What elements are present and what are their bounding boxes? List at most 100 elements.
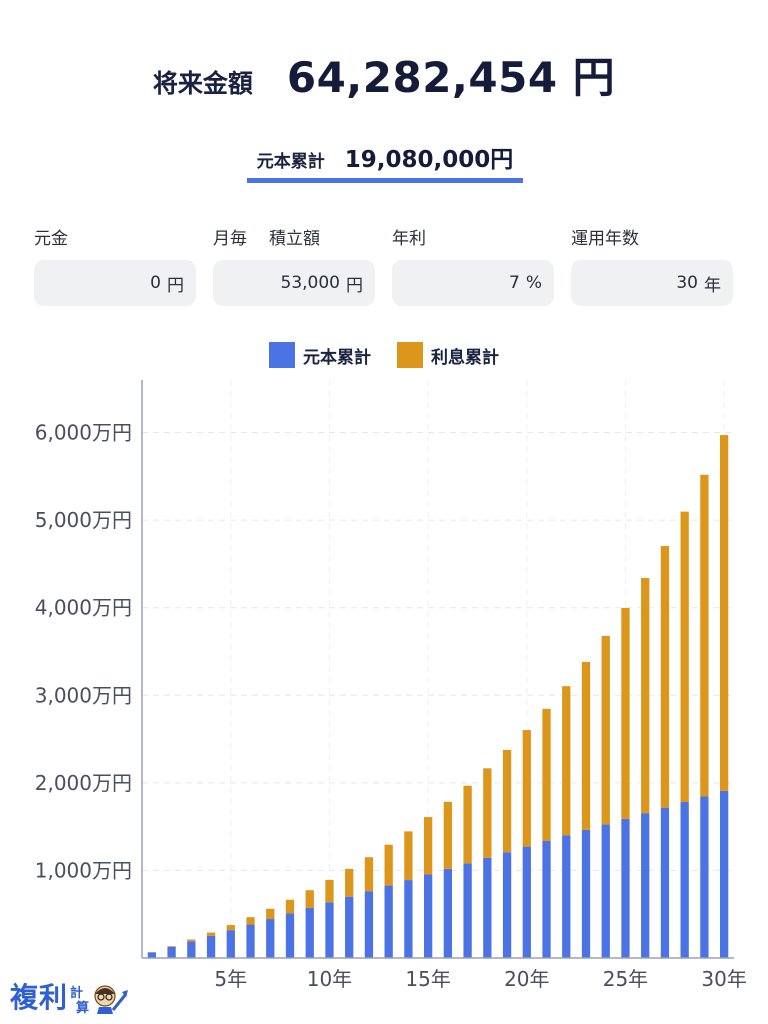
bar-principal xyxy=(167,946,176,958)
bar-principal xyxy=(423,874,433,958)
bar-principal xyxy=(700,796,709,958)
legend-item-principal[interactable]: 元本累計 xyxy=(269,342,371,368)
bar-principal xyxy=(246,924,255,958)
chart-legend: 元本累計 利息累計 xyxy=(0,342,768,368)
bar-interest xyxy=(502,749,512,853)
bar-interest xyxy=(246,917,255,925)
logo-text: 複利 xyxy=(10,981,69,1014)
bar-interest xyxy=(404,831,413,881)
bar-interest xyxy=(641,578,650,814)
investment-years-unit: 年 xyxy=(704,275,721,296)
bar-interest xyxy=(266,908,275,920)
bar-interest xyxy=(384,844,393,886)
y-tick-label: 4,000万円 xyxy=(35,596,132,620)
bar-interest xyxy=(483,768,492,858)
bar-principal xyxy=(266,919,275,958)
bar-interest xyxy=(285,899,295,914)
monthly-contribution-unit: 円 xyxy=(346,275,363,296)
bar-principal xyxy=(206,935,216,958)
monthly-contribution-value: 53,000 xyxy=(280,273,340,293)
annual-rate-label: 年利 xyxy=(392,229,426,249)
legend-label-interest: 利息累計 xyxy=(431,347,499,368)
y-tick-label: 5,000万円 xyxy=(35,508,132,532)
stacked-bar-chart: 1,000万円 2,000万円 3,000万円 4,000万円 5,000万円 6,000… xyxy=(35,380,747,991)
x-tick-label: 25年 xyxy=(603,967,648,991)
annual-rate-value: 7 xyxy=(509,273,520,293)
x-tick-label: 5年 xyxy=(214,967,247,991)
mascot-icon xyxy=(94,985,129,1014)
bar-principal xyxy=(443,868,453,958)
x-tick-label: 10年 xyxy=(307,967,352,991)
legend-item-interest[interactable]: 利息累計 xyxy=(397,342,499,368)
logo-subtext: 計算 xyxy=(70,986,90,1016)
bar-interest xyxy=(325,879,334,903)
bar-interest xyxy=(719,435,729,791)
bar-principal xyxy=(285,913,295,958)
bar-principal xyxy=(601,824,610,958)
bar-interest xyxy=(581,661,591,830)
bar-interest xyxy=(305,890,314,908)
bar-principal xyxy=(483,857,492,958)
legend-swatch-interest xyxy=(397,342,423,368)
bar-interest xyxy=(226,925,235,931)
y-tick-label: 1,000万円 xyxy=(35,858,132,882)
bar-interest xyxy=(167,946,176,947)
bar-interest xyxy=(463,785,472,864)
bar-interest xyxy=(660,546,670,808)
future-amount-header: 将来金額 64,282,454 円 xyxy=(0,44,768,105)
initial-principal-value: 0 xyxy=(150,273,161,293)
annual-rate-input[interactable]: 7% xyxy=(392,260,554,306)
principal-total-tab[interactable]: 元本累計 19,080,000円 xyxy=(247,140,523,183)
future-amount-value: 64,282,454 円 xyxy=(286,53,616,102)
principal-total-value: 19,080,000円 xyxy=(344,147,514,173)
y-tick-label: 2,000万円 xyxy=(35,771,132,795)
x-tick-label: 20年 xyxy=(504,967,549,991)
principal-total-label: 元本累計 xyxy=(256,152,325,172)
bar-principal xyxy=(187,941,196,958)
y-tick-label: 6,000万円 xyxy=(35,421,132,445)
investment-years-value: 30 xyxy=(676,273,698,293)
bar-interest xyxy=(700,474,709,797)
legend-swatch-principal xyxy=(269,342,295,368)
bar-interest xyxy=(443,801,453,869)
bar-interest xyxy=(206,932,216,936)
bar-principal xyxy=(522,846,531,958)
bar-principal xyxy=(660,807,670,958)
x-tick-label: 30年 xyxy=(701,967,746,991)
investment-years-label: 運用年数 xyxy=(571,229,639,249)
x-tick-label: 15年 xyxy=(405,967,450,991)
bar-interest xyxy=(680,511,689,803)
legend-label-principal: 元本累計 xyxy=(303,347,371,368)
bar-interest xyxy=(542,708,551,841)
bar-principal xyxy=(364,891,374,958)
monthly-contribution-field: 月毎 積立額 53,000 円 xyxy=(213,226,375,306)
bar-principal xyxy=(226,930,235,958)
bar-principal xyxy=(325,902,334,958)
investment-years-input[interactable]: 30 年 xyxy=(571,260,733,306)
bar-principal xyxy=(345,896,354,958)
bar-principal xyxy=(502,852,512,958)
bar-principal xyxy=(463,863,472,958)
investment-years-field: 運用年数 30 年 xyxy=(571,226,733,306)
monthly-contribution-input[interactable]: 53,000 円 xyxy=(213,260,375,306)
bar-principal xyxy=(562,835,571,958)
annual-rate-unit: % xyxy=(525,273,542,293)
bar-principal xyxy=(147,952,157,958)
annual-rate-field: 年利 7% xyxy=(392,226,554,306)
bar-principal xyxy=(305,907,314,958)
bar-principal xyxy=(621,818,630,958)
bar-principal xyxy=(581,829,591,958)
bar-interest xyxy=(364,857,374,892)
app-logo[interactable]: 複利 計算 xyxy=(10,976,129,1016)
y-tick-label: 3,000万円 xyxy=(35,683,132,707)
bar-interest xyxy=(187,939,196,942)
bar-interest xyxy=(345,868,354,897)
bar-interest xyxy=(601,635,610,825)
bar-principal xyxy=(719,790,729,958)
initial-principal-label: 元金 xyxy=(34,229,68,249)
monthly-contribution-label: 月毎 積立額 xyxy=(213,229,320,249)
future-amount-label: 将来金額 xyxy=(152,69,253,98)
bar-principal xyxy=(641,813,650,958)
